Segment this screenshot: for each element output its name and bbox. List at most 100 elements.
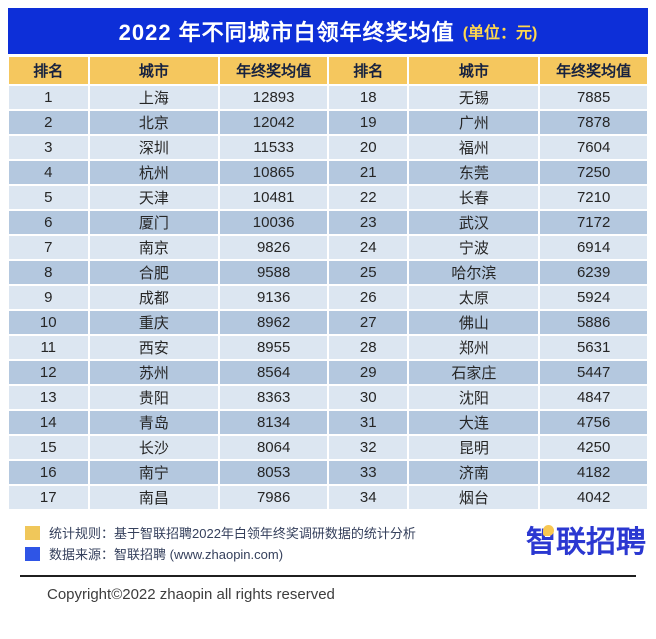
value-cell: 4182	[540, 461, 647, 484]
value-cell: 7986	[220, 486, 327, 509]
city-cell: 长春	[409, 186, 539, 209]
city-cell: 长沙	[89, 436, 219, 459]
rank-cell: 15	[9, 436, 88, 459]
rank-cell: 5	[9, 186, 88, 209]
rank-cell: 9	[9, 286, 88, 309]
rank-cell: 21	[328, 161, 408, 184]
value-cell: 12893	[220, 86, 327, 109]
city-cell: 济南	[409, 461, 539, 484]
value-cell: 5886	[540, 311, 647, 334]
city-cell: 合肥	[89, 261, 219, 284]
value-cell: 4042	[540, 486, 647, 509]
value-cell: 10036	[220, 211, 327, 234]
city-cell: 宁波	[409, 236, 539, 259]
city-cell: 大连	[409, 411, 539, 434]
legend-rules-label: 统计规则：基于智联招聘2022年白领年终奖调研数据的统计分析	[49, 526, 416, 541]
value-cell: 5924	[540, 286, 647, 309]
city-cell: 佛山	[409, 311, 539, 334]
value-cell: 6914	[540, 236, 647, 259]
city-cell: 上海	[89, 86, 219, 109]
page-title: 2022 年不同城市白领年终奖均值	[118, 20, 455, 45]
rank-cell: 2	[9, 111, 88, 134]
city-cell: 武汉	[409, 211, 539, 234]
value-cell: 4847	[540, 386, 647, 409]
rank-cell: 11	[9, 336, 88, 359]
rank-cell: 14	[9, 411, 88, 434]
table-row: 2 北京 12042 19 广州 7878	[9, 111, 647, 134]
city-cell: 烟台	[409, 486, 539, 509]
city-cell: 石家庄	[409, 361, 539, 384]
city-cell: 郑州	[409, 336, 539, 359]
rank-cell: 25	[328, 261, 408, 284]
rank-cell: 4	[9, 161, 88, 184]
value-cell: 5631	[540, 336, 647, 359]
city-cell: 成都	[89, 286, 219, 309]
table-row: 10 重庆 8962 27 佛山 5886	[9, 311, 647, 334]
rank-cell: 32	[328, 436, 408, 459]
table-row: 12 苏州 8564 29 石家庄 5447	[9, 361, 647, 384]
table-row: 4 杭州 10865 21 东莞 7250	[9, 161, 647, 184]
column-header-rank-left: 排名	[9, 57, 88, 84]
city-cell: 昆明	[409, 436, 539, 459]
table-row: 17 南昌 7986 34 烟台 4042	[9, 486, 647, 509]
table-header: 排名 城市 年终奖均值 排名 城市 年终奖均值	[9, 57, 647, 84]
table-row: 5 天津 10481 22 长春 7210	[9, 186, 647, 209]
value-cell: 10865	[220, 161, 327, 184]
table-row: 13 贵阳 8363 30 沈阳 4847	[9, 386, 647, 409]
value-cell: 8955	[220, 336, 327, 359]
rank-cell: 31	[328, 411, 408, 434]
column-header-city-right: 城市	[409, 57, 539, 84]
rank-cell: 29	[328, 361, 408, 384]
table-body: 1 上海 12893 18 无锡 7885 2 北京 12042 19 广州 7878 3 深圳 11533…	[9, 86, 647, 509]
value-cell: 7250	[540, 161, 647, 184]
legend-item-source: 数据来源：智联招聘 (www.zhaopin.com)	[25, 543, 656, 564]
city-cell: 重庆	[89, 311, 219, 334]
header-row: 排名 城市 年终奖均值 排名 城市 年终奖均值	[9, 57, 647, 84]
bonus-table: 排名 城市 年终奖均值 排名 城市 年终奖均值 1 上海 12893 18 无锡 7885…	[7, 55, 649, 511]
page-title-unit: (单位：元)	[462, 25, 538, 42]
column-header-rank-right: 排名	[328, 57, 408, 84]
city-cell: 南昌	[89, 486, 219, 509]
value-cell: 8053	[220, 461, 327, 484]
city-cell: 北京	[89, 111, 219, 134]
table-row: 11 西安 8955 28 郑州 5631	[9, 336, 647, 359]
value-cell: 7885	[540, 86, 647, 109]
value-cell: 9588	[220, 261, 327, 284]
table-row: 9 成都 9136 26 太原 5924	[9, 286, 647, 309]
table-row: 16 南宁 8053 33 济南 4182	[9, 461, 647, 484]
city-cell: 苏州	[89, 361, 219, 384]
city-cell: 厦门	[89, 211, 219, 234]
city-cell: 沈阳	[409, 386, 539, 409]
table-row: 6 厦门 10036 23 武汉 7172	[9, 211, 647, 234]
rank-cell: 23	[328, 211, 408, 234]
city-cell: 福州	[409, 136, 539, 159]
rank-cell: 30	[328, 386, 408, 409]
logo-yellow-dot-icon	[543, 525, 554, 536]
title-banner: 2022 年不同城市白领年终奖均值 (单位：元)	[8, 8, 648, 54]
rank-cell: 16	[9, 461, 88, 484]
rank-cell: 8	[9, 261, 88, 284]
column-header-value-left: 年终奖均值	[220, 57, 327, 84]
rank-cell: 17	[9, 486, 88, 509]
value-cell: 8962	[220, 311, 327, 334]
value-cell: 11533	[220, 136, 327, 159]
footer-divider	[20, 575, 636, 577]
rank-cell: 22	[328, 186, 408, 209]
table-row: 7 南京 9826 24 宁波 6914	[9, 236, 647, 259]
column-header-value-right: 年终奖均值	[540, 57, 647, 84]
footer: 统计规则：基于智联招聘2022年白领年终奖调研数据的统计分析 数据来源：智联招聘…	[0, 522, 656, 568]
yellow-swatch-icon	[25, 525, 40, 540]
value-cell: 7172	[540, 211, 647, 234]
rank-cell: 10	[9, 311, 88, 334]
value-cell: 7210	[540, 186, 647, 209]
value-cell: 8064	[220, 436, 327, 459]
city-cell: 无锡	[409, 86, 539, 109]
rank-cell: 28	[328, 336, 408, 359]
rank-cell: 13	[9, 386, 88, 409]
city-cell: 贵阳	[89, 386, 219, 409]
city-cell: 杭州	[89, 161, 219, 184]
value-cell: 8363	[220, 386, 327, 409]
city-cell: 西安	[89, 336, 219, 359]
rank-cell: 7	[9, 236, 88, 259]
value-cell: 8134	[220, 411, 327, 434]
